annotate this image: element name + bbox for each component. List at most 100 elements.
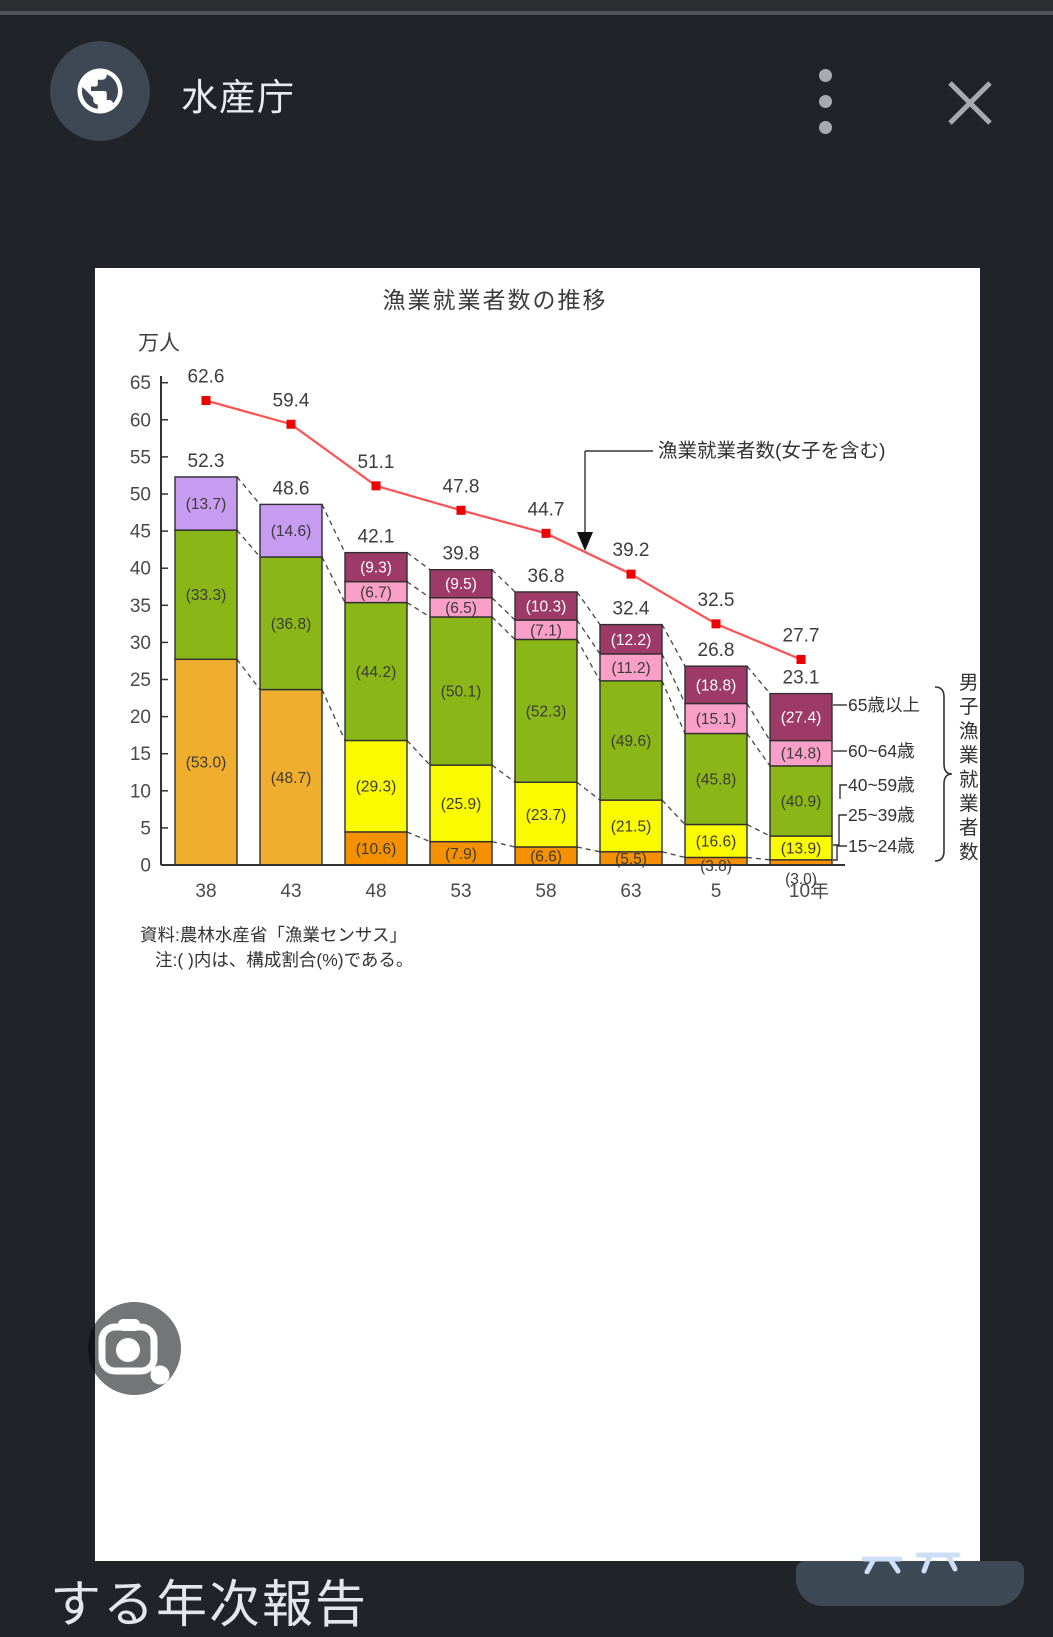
y-tick-label: 20	[130, 707, 151, 728]
segment-connector-dash	[746, 823, 771, 837]
segment-connector-dash	[491, 597, 516, 621]
line-marker	[796, 654, 806, 664]
total-line	[205, 399, 802, 661]
segment-connector-dash	[576, 639, 601, 682]
segment-connector-dash	[746, 665, 771, 695]
age-group-label: 25~39歳	[848, 805, 915, 825]
more-options-icon[interactable]	[807, 63, 843, 141]
segment-pct-label: (49.6)	[611, 733, 652, 750]
segment-pct-label: (13.9)	[781, 840, 822, 857]
segment-pct-label: (14.6)	[271, 523, 312, 540]
line-value-label: 47.8	[443, 476, 480, 497]
site-title[interactable]: 水産庁	[181, 77, 295, 118]
bars-group-vertical-label: 者	[959, 817, 979, 839]
segment-connector-dash	[661, 624, 686, 667]
y-tick-label: 15	[130, 744, 151, 765]
bar-total-label: 52.3	[188, 451, 225, 472]
segment-pct-label: (6.7)	[360, 585, 392, 602]
segment-connector-dash	[746, 856, 771, 861]
y-tick-label: 65	[130, 373, 151, 394]
segment-pct-label: (45.8)	[696, 771, 737, 788]
bar-segment-yellow	[514, 781, 578, 848]
bar-segment-magenta	[514, 591, 578, 621]
y-tick-label: 30	[130, 633, 151, 654]
y-tick-label: 60	[130, 410, 151, 431]
segment-pct-label: (23.7)	[526, 807, 567, 824]
segment-connector-dash	[321, 504, 346, 553]
age-group-label: 60~64歳	[848, 741, 915, 761]
segment-connector-dash	[661, 851, 686, 859]
kebab-dot	[819, 69, 832, 82]
clipped-action-button[interactable]	[796, 1561, 1024, 1606]
pct-note: 注:( )内は、構成割合(%)である。	[155, 950, 413, 970]
segment-pct-label: (15.1)	[696, 711, 737, 728]
segment-connector-dash	[236, 658, 261, 690]
bars-group-vertical-label: 子	[959, 696, 979, 718]
segment-pct-label: (25.9)	[441, 796, 482, 813]
y-tick-label: 55	[130, 447, 151, 468]
segment-connector-dash	[491, 841, 516, 848]
bar-segment-magenta	[344, 551, 408, 583]
bottom-sheet-bar: する年次報告	[0, 1561, 1053, 1637]
site-favicon-globe-icon[interactable]	[50, 41, 150, 141]
bar-total-label: 48.6	[273, 478, 310, 499]
bar-segment-yellow	[429, 764, 493, 843]
segment-pct-label: (11.2)	[611, 660, 650, 677]
segment-pct-label: (50.1)	[441, 684, 482, 701]
segment-pct-label: (36.8)	[271, 616, 312, 633]
line-value-label: 32.5	[698, 590, 735, 611]
bar-total-label: 26.8	[698, 640, 735, 661]
y-tick-label: 35	[130, 596, 151, 617]
result-page-title[interactable]: する年次報告	[50, 1576, 369, 1633]
google-lens-button[interactable]	[88, 1302, 181, 1395]
segment-pct-label: (52.3)	[526, 703, 567, 720]
bars-group-vertical-label: 業	[959, 793, 979, 815]
bar-segment-amber	[174, 658, 238, 866]
lens-camera-icon	[98, 1319, 170, 1385]
segment-connector-dash	[576, 846, 601, 853]
bar-segment-green	[514, 638, 578, 783]
x-tick-label: 10年	[789, 880, 829, 902]
line-annotation-label: 漁業就業者数(女子を含む)	[658, 440, 886, 462]
y-tick-label: 50	[130, 485, 151, 506]
bars-group-vertical-label: 漁	[959, 720, 979, 742]
y-tick-label: 10	[130, 781, 151, 802]
image-viewer-header: 水産庁	[0, 15, 1053, 268]
bar-segment-green	[344, 601, 408, 742]
result-image[interactable]: 漁業就業者数の推移 万人 (53.0) (33.3) (13.7) 52.3 (48.7) (…	[95, 268, 980, 1561]
segment-connector-dash	[406, 581, 431, 599]
segment-pct-label: (10.3)	[526, 599, 567, 616]
segment-connector-dash	[661, 653, 686, 704]
bar-segment-green	[259, 556, 323, 691]
legend-brace	[934, 686, 953, 862]
chart-title: 漁業就業者数の推移	[383, 287, 608, 313]
segment-pct-label: (6.6)	[530, 848, 562, 865]
line-value-label: 39.2	[613, 540, 650, 561]
x-tick-label: 58	[535, 881, 556, 902]
y-tick-label: 5	[140, 818, 151, 839]
bar-total-label: 42.1	[358, 527, 395, 548]
segment-pct-label: (14.8)	[781, 746, 822, 763]
line-value-label: 51.1	[358, 452, 395, 473]
y-unit-label: 万人	[138, 332, 180, 355]
bar-segment-pink	[684, 702, 748, 735]
x-tick-label: 63	[620, 881, 641, 902]
segment-pct-label: (12.2)	[611, 632, 652, 649]
segment-pct-label: (33.3)	[186, 587, 227, 604]
bar-total-label: 23.1	[783, 668, 820, 689]
segment-connector-dash	[406, 831, 431, 843]
segment-pct-label: (44.2)	[356, 664, 397, 681]
segment-pct-label: (10.6)	[356, 841, 397, 858]
line-marker	[711, 619, 721, 629]
line-marker	[286, 419, 296, 429]
bar-segment-magenta	[769, 692, 833, 742]
segment-connector-dash	[746, 703, 771, 741]
segment-connector-dash	[406, 601, 431, 618]
bars-group-vertical-label: 男	[959, 672, 979, 694]
header-divider	[0, 11, 1053, 15]
legend-connector	[833, 814, 847, 846]
close-icon[interactable]	[944, 77, 996, 129]
line-value-label: 62.6	[188, 367, 225, 388]
segment-pct-label: (9.3)	[360, 560, 392, 577]
